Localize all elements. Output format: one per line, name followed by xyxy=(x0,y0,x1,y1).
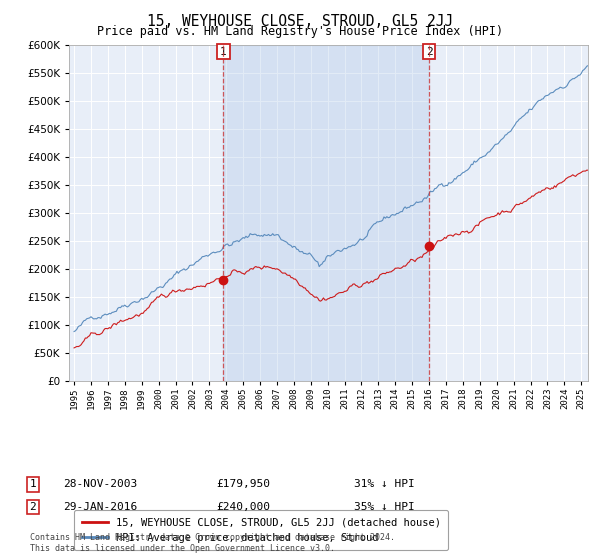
Legend: 15, WEYHOUSE CLOSE, STROUD, GL5 2JJ (detached house), HPI: Average price, detach: 15, WEYHOUSE CLOSE, STROUD, GL5 2JJ (det… xyxy=(74,510,448,550)
Text: 1: 1 xyxy=(220,46,227,57)
Text: 31% ↓ HPI: 31% ↓ HPI xyxy=(354,479,415,489)
Bar xyxy=(223,45,429,381)
Text: £240,000: £240,000 xyxy=(216,502,270,512)
Text: Price paid vs. HM Land Registry's House Price Index (HPI): Price paid vs. HM Land Registry's House … xyxy=(97,25,503,38)
Text: 28-NOV-2003: 28-NOV-2003 xyxy=(63,479,137,489)
Text: 1: 1 xyxy=(29,479,37,489)
Text: £179,950: £179,950 xyxy=(216,479,270,489)
Text: 29-JAN-2016: 29-JAN-2016 xyxy=(63,502,137,512)
Text: 2: 2 xyxy=(426,46,433,57)
Text: 2: 2 xyxy=(29,502,37,512)
Text: 15, WEYHOUSE CLOSE, STROUD, GL5 2JJ: 15, WEYHOUSE CLOSE, STROUD, GL5 2JJ xyxy=(147,14,453,29)
Text: 35% ↓ HPI: 35% ↓ HPI xyxy=(354,502,415,512)
Text: Contains HM Land Registry data © Crown copyright and database right 2024.
This d: Contains HM Land Registry data © Crown c… xyxy=(30,533,395,553)
